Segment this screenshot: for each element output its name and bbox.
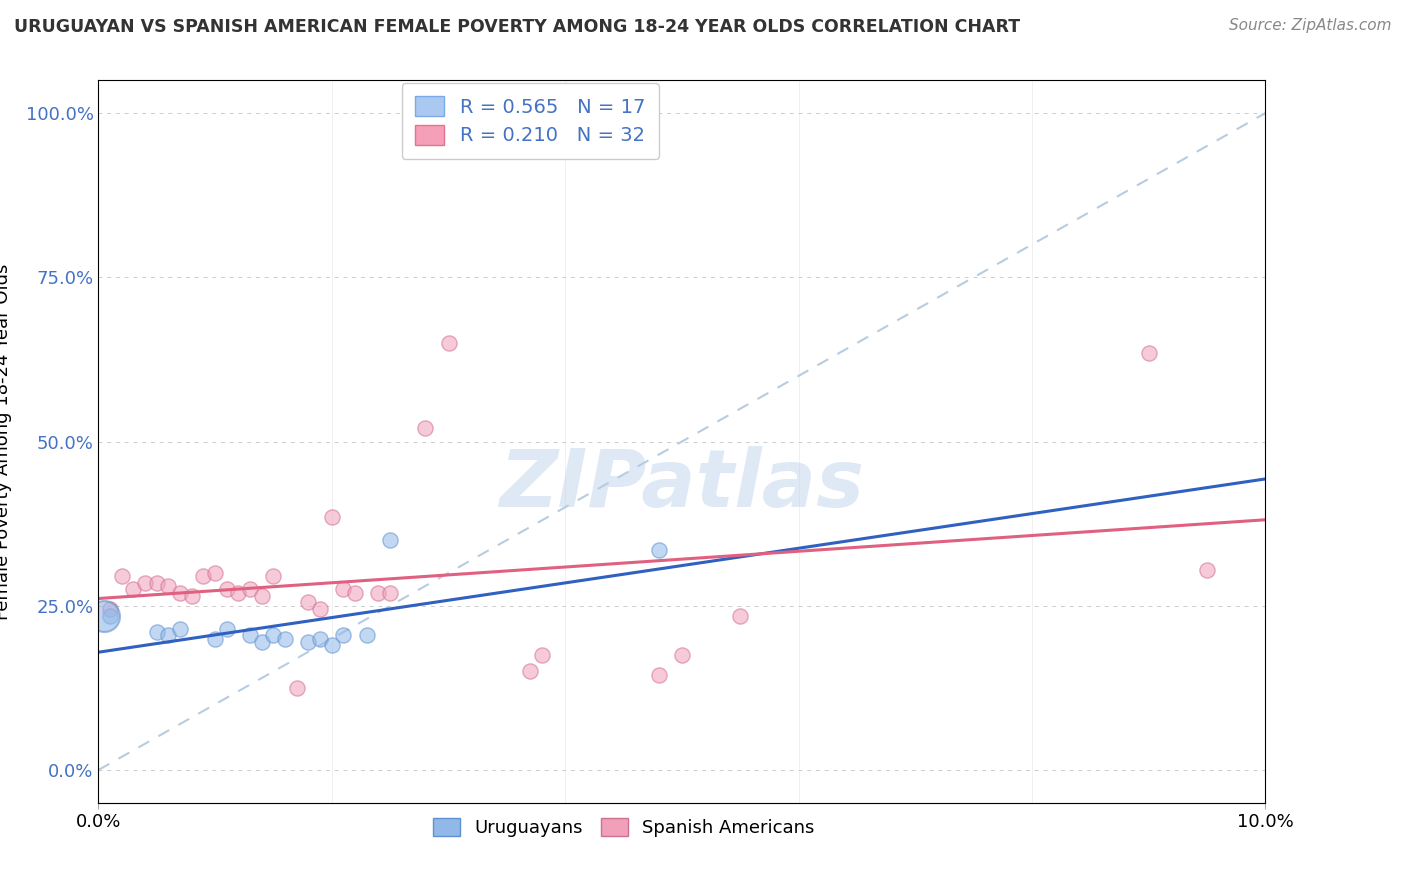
Point xyxy=(204,566,226,580)
Point xyxy=(344,585,367,599)
Point xyxy=(146,575,169,590)
Point xyxy=(93,608,115,623)
Point xyxy=(671,648,693,662)
Point xyxy=(111,569,134,583)
Point xyxy=(98,602,121,616)
Point xyxy=(134,575,156,590)
Point xyxy=(380,533,402,547)
Point xyxy=(262,569,284,583)
Point xyxy=(380,585,402,599)
Point xyxy=(1137,346,1160,360)
Text: ZIPatlas: ZIPatlas xyxy=(499,446,865,524)
Point xyxy=(309,602,332,616)
Point xyxy=(309,632,332,646)
Point xyxy=(157,579,180,593)
Point xyxy=(239,582,262,597)
Point xyxy=(1195,563,1218,577)
Point xyxy=(250,589,273,603)
Legend: Uruguayans, Spanish Americans: Uruguayans, Spanish Americans xyxy=(426,811,821,845)
Point xyxy=(647,542,669,557)
Point xyxy=(239,628,262,642)
Point xyxy=(332,582,354,597)
Point xyxy=(146,625,169,640)
Point xyxy=(193,569,215,583)
Point xyxy=(228,585,250,599)
Point xyxy=(215,582,238,597)
Point xyxy=(285,681,308,695)
Point xyxy=(215,622,238,636)
Text: Source: ZipAtlas.com: Source: ZipAtlas.com xyxy=(1229,18,1392,33)
Text: URUGUAYAN VS SPANISH AMERICAN FEMALE POVERTY AMONG 18-24 YEAR OLDS CORRELATION C: URUGUAYAN VS SPANISH AMERICAN FEMALE POV… xyxy=(14,18,1021,36)
Point xyxy=(180,589,202,603)
Point xyxy=(297,595,319,609)
Point xyxy=(321,510,343,524)
Point xyxy=(122,582,145,597)
Point xyxy=(204,632,226,646)
Point xyxy=(297,635,319,649)
Point xyxy=(647,667,669,681)
Point xyxy=(730,608,752,623)
Point xyxy=(262,628,284,642)
Point xyxy=(169,622,191,636)
Point xyxy=(367,585,389,599)
Point xyxy=(332,628,354,642)
Point xyxy=(274,632,297,646)
Point xyxy=(413,421,436,435)
Point xyxy=(157,628,180,642)
Point xyxy=(530,648,553,662)
Point xyxy=(356,628,378,642)
Point xyxy=(169,585,191,599)
Point xyxy=(321,638,343,652)
Point xyxy=(437,336,460,351)
Y-axis label: Female Poverty Among 18-24 Year Olds: Female Poverty Among 18-24 Year Olds xyxy=(0,263,11,620)
Point xyxy=(250,635,273,649)
Point xyxy=(519,665,541,679)
Point xyxy=(98,608,121,623)
